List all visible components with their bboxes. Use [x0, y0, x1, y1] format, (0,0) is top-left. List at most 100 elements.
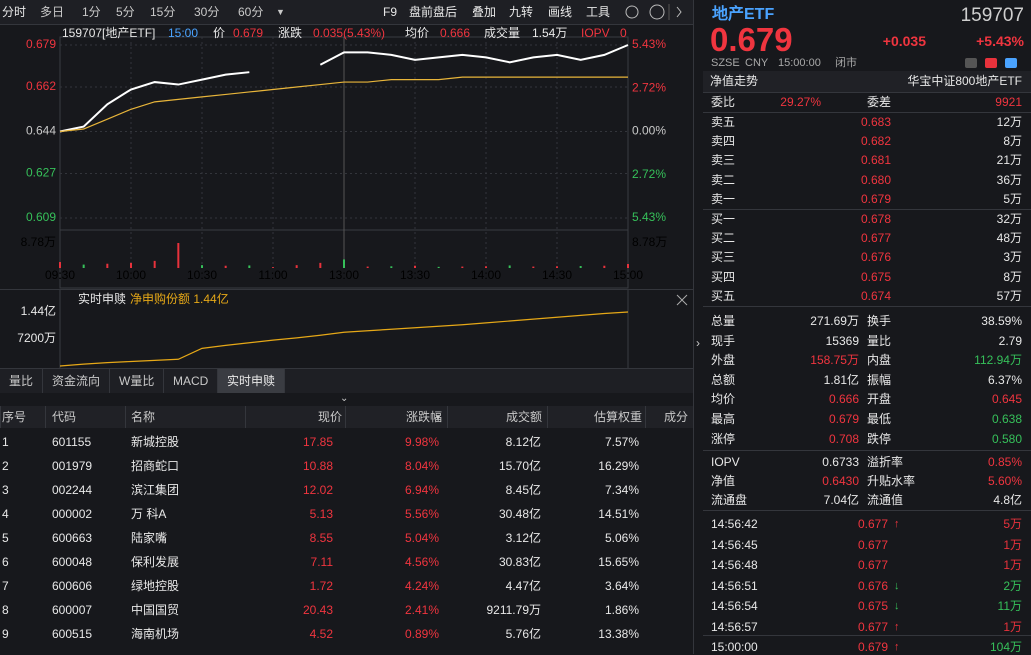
stat-label: IOPV: [711, 455, 740, 469]
toolbar-icon[interactable]: [965, 58, 977, 68]
tick-time: 14:56:51: [711, 578, 758, 593]
timeframe-button[interactable]: 分时: [2, 5, 27, 19]
table-cell: 4.56%: [404, 555, 439, 569]
column-header[interactable]: 成分: [664, 410, 689, 424]
volume-bar: [627, 264, 629, 268]
tab[interactable]: 实时申赎: [218, 369, 286, 393]
table-cell: 海南机场: [131, 627, 180, 641]
tick-time: 14:56:45: [711, 537, 758, 552]
book-volume: 57万: [996, 288, 1022, 303]
tick-volume: 1万: [1003, 537, 1022, 552]
price-line: [59, 311, 629, 367]
stat-label: 换手: [867, 314, 892, 328]
column-divider: [345, 406, 346, 428]
tab[interactable]: W量比: [110, 369, 165, 393]
x-tick-label: 13:00: [329, 268, 359, 282]
constituents-table: 序号 代码 名称 现价 涨跌幅 成交额 估算权重 成分 ▼ 1 601155 新城控股 17.85 9.9…: [0, 406, 693, 654]
timeframe-button[interactable]: 15分: [150, 5, 176, 19]
tab[interactable]: 资金流向: [43, 369, 111, 393]
timeframe-button[interactable]: 30分: [194, 5, 220, 19]
column-header[interactable]: 代码: [52, 410, 77, 424]
dropdown-icon[interactable]: ▼: [276, 7, 285, 17]
y-tick-label: 0.627: [26, 166, 56, 180]
volume-bar: [485, 266, 487, 268]
tool-button[interactable]: 画线: [548, 5, 573, 19]
tick-time: 14:56:57: [711, 619, 758, 634]
tab[interactable]: 量比: [0, 369, 44, 393]
stat-value: 0.6430: [822, 474, 859, 488]
fund-full-name: 华宝中证800地产ETF: [907, 74, 1022, 88]
column-header[interactable]: 序号: [2, 410, 27, 424]
collapse-icon[interactable]: [676, 6, 682, 18]
tick-volume: 2万: [1003, 578, 1022, 593]
market-time: 15:00:00: [778, 57, 821, 69]
book-label: 卖三: [711, 153, 736, 168]
column-header[interactable]: 成交额: [505, 410, 542, 424]
sort-icon[interactable]: ▼: [434, 413, 442, 422]
table-cell: 1.72: [309, 579, 333, 593]
timeframe-button[interactable]: 5分: [116, 5, 135, 19]
tab-bar: 量比 资金流向 W量比 MACD 实时申赎: [0, 368, 693, 393]
volume-bar: [224, 265, 227, 268]
settings-icon[interactable]: [625, 5, 639, 19]
book-label: 卖四: [711, 134, 736, 149]
volume-bar: [248, 265, 251, 268]
table-cell: 000002: [52, 507, 93, 521]
timeframe-button[interactable]: 60分: [238, 5, 264, 19]
tick-price: 0.677: [858, 558, 889, 572]
table-cell: 绿地控股: [131, 579, 180, 593]
toolbar-icon[interactable]: [1005, 58, 1017, 68]
chart-header-time: 15:00: [168, 26, 199, 40]
x-tick-label: 13:30: [400, 268, 430, 282]
x-tick-label: 14:30: [542, 268, 572, 282]
tool-button[interactable]: 九转: [509, 5, 534, 19]
book-label: 买一: [711, 212, 736, 226]
tab[interactable]: MACD: [164, 369, 219, 393]
last-price: 0.679: [710, 21, 793, 58]
toolbar-icons: [625, 4, 682, 20]
table-cell: 601155: [52, 435, 92, 449]
volume-bar: [532, 266, 535, 268]
timeframe-button[interactable]: 多日: [40, 5, 65, 19]
tick-price: 0.677: [858, 537, 889, 552]
column-header[interactable]: 涨跌幅: [405, 410, 442, 424]
expand-icon[interactable]: ⌄: [340, 393, 349, 404]
table-cell: 3: [2, 483, 9, 497]
column-header[interactable]: 名称: [131, 410, 156, 424]
tool-button[interactable]: 工具: [586, 5, 611, 19]
book-label: 买二: [711, 231, 736, 246]
help-icon[interactable]: [649, 4, 665, 20]
expand-left-icon[interactable]: ›: [696, 336, 700, 350]
book-price: 0.681: [860, 153, 891, 168]
tick-arrow: ↓: [894, 600, 900, 612]
column-header[interactable]: 现价: [317, 410, 342, 424]
stat-value: 0.679: [828, 412, 859, 426]
close-icon[interactable]: [675, 293, 689, 307]
stat-label: 涨停: [711, 431, 736, 446]
book-label: 买四: [711, 269, 736, 284]
stat-value: 38.59%: [981, 314, 1022, 328]
column-header[interactable]: 估算权重: [593, 410, 642, 424]
table-cell: 7: [2, 579, 9, 593]
toolbar-icon[interactable]: [985, 58, 997, 68]
book-price: 0.675: [860, 269, 891, 284]
stat-value: 0.666: [828, 392, 859, 407]
subchart-tick-label: 7200万: [17, 331, 56, 345]
table-cell: 陆家嘴: [131, 531, 168, 545]
tool-button[interactable]: 盘前盘后: [409, 5, 458, 19]
volume-bar: [603, 265, 606, 268]
chart-header-change: 0.035(5.43%): [313, 26, 386, 40]
x-tick-label: 10:30: [187, 268, 217, 282]
timeframe-button[interactable]: 1分: [82, 5, 101, 19]
tool-button[interactable]: 叠加: [472, 5, 497, 19]
tool-button[interactable]: F9: [383, 5, 398, 19]
chart-header-price: 0.679: [233, 26, 264, 40]
stat-label: 现手: [711, 333, 736, 348]
toolbar: [0, 0, 693, 25]
table-cell: 30.83亿: [498, 555, 541, 569]
x-tick-label: 14:00: [471, 268, 501, 282]
book-label: 卖一: [711, 191, 736, 206]
table-cell: 中国国贸: [131, 603, 180, 617]
x-tick-label: 10:00: [116, 268, 146, 282]
